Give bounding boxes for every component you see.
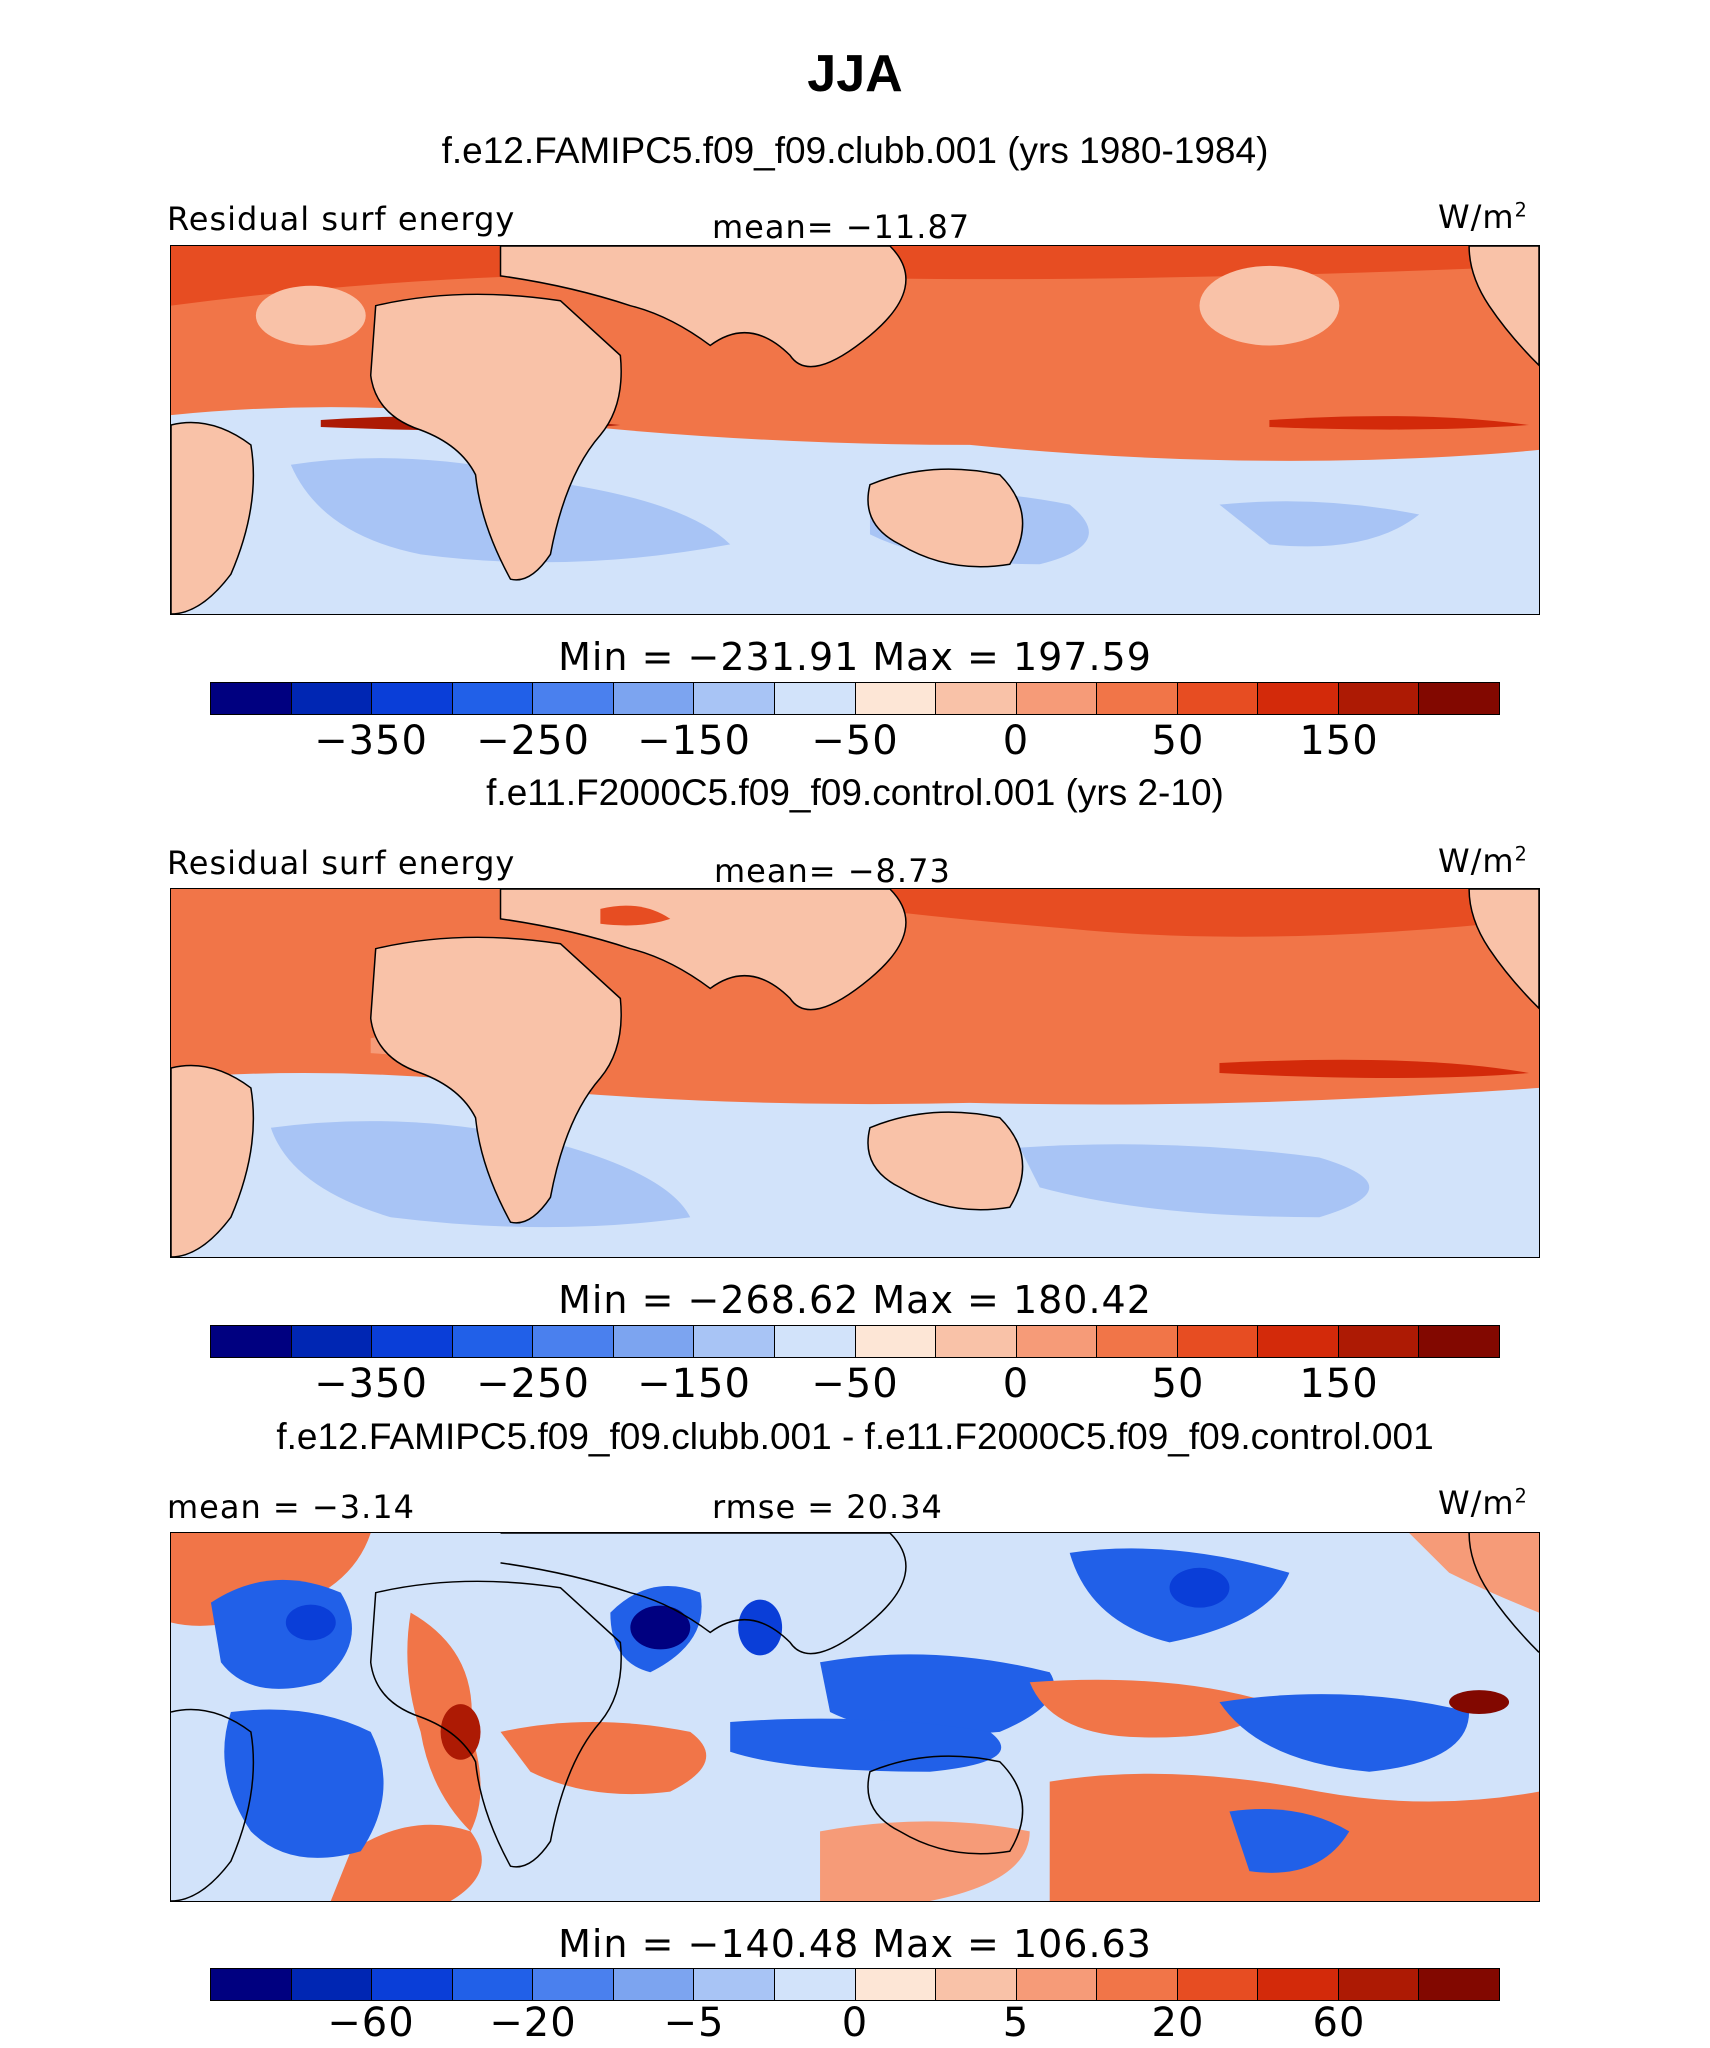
colorbar-tick: 0	[841, 2000, 869, 2046]
colorbar-tick: −50	[811, 1361, 899, 1407]
center-label-1: mean= −11.87	[712, 208, 971, 246]
color-swatch	[452, 683, 534, 714]
center-label-2: mean= −8.73	[714, 852, 951, 890]
colorbar-tick: 20	[1151, 2000, 1205, 2046]
units-label-3: W/m2	[1438, 1484, 1528, 1522]
color-swatch	[774, 1969, 856, 2000]
color-swatch	[1016, 1326, 1098, 1357]
minmax-label-3: Min = −140.48 Max = 106.63	[558, 1922, 1152, 1966]
colorbar-tick: −150	[637, 718, 751, 764]
color-swatch	[1419, 683, 1499, 714]
color-swatch	[533, 1326, 614, 1357]
color-swatch	[774, 683, 856, 714]
colorbar-tick: −250	[476, 1361, 590, 1407]
color-swatch	[855, 683, 937, 714]
minmax-label-2: Min = −268.62 Max = 180.42	[558, 1278, 1152, 1322]
colorbar-tick: 5	[1002, 2000, 1030, 2046]
color-swatch	[1097, 683, 1178, 714]
color-swatch	[211, 683, 292, 714]
units-label-2: W/m2	[1438, 842, 1528, 880]
colorbar-tick: 50	[1151, 1361, 1205, 1407]
colorbar-tick: 60	[1312, 2000, 1366, 2046]
minmax-label-1: Min = −231.91 Max = 197.59	[558, 635, 1152, 679]
case-label-2: f.e11.F2000C5.f09_f09.control.001 (yrs 2…	[486, 772, 1224, 813]
colorbar-tick: −5	[663, 2000, 725, 2046]
color-swatch	[1258, 1969, 1339, 2000]
case-label-3: f.e12.FAMIPC5.f09_f09.clubb.001 - f.e11.…	[276, 1416, 1434, 1457]
color-swatch	[1258, 1326, 1339, 1357]
left-label-1: Residual surf energy	[167, 200, 516, 238]
left-label-2: Residual surf energy	[167, 844, 516, 882]
colorbar-tick: 150	[1299, 1361, 1379, 1407]
units-label-1: W/m2	[1438, 198, 1528, 236]
color-swatch	[1177, 683, 1259, 714]
color-swatch	[1177, 1969, 1259, 2000]
colorbar-tick: 50	[1151, 718, 1205, 764]
color-swatch	[1016, 1969, 1098, 2000]
colorbar-2	[210, 1325, 1500, 1358]
color-swatch	[1338, 1326, 1420, 1357]
colorbar-tick: −60	[327, 2000, 415, 2046]
color-swatch	[372, 1326, 453, 1357]
color-swatch	[936, 1326, 1017, 1357]
colorbar-tick: −250	[476, 718, 590, 764]
color-swatch	[613, 683, 695, 714]
map-panel-3	[170, 1532, 1540, 1902]
colorbar-tick: −350	[314, 718, 428, 764]
colorbar-tick: 150	[1299, 718, 1379, 764]
color-swatch	[936, 683, 1017, 714]
color-swatch	[613, 1326, 695, 1357]
colorbar-tick: 0	[1002, 1361, 1030, 1407]
left-label-3: mean = −3.14	[167, 1488, 415, 1526]
map-panel-2	[170, 888, 1540, 1258]
color-swatch	[291, 1969, 373, 2000]
center-label-3: rmse = 20.34	[712, 1488, 943, 1526]
colorbar-1	[210, 682, 1500, 715]
colorbar-tick: −350	[314, 1361, 428, 1407]
color-swatch	[372, 1969, 453, 2000]
color-swatch	[1258, 683, 1339, 714]
color-swatch	[211, 1326, 292, 1357]
color-swatch	[1016, 683, 1098, 714]
color-swatch	[855, 1326, 937, 1357]
color-swatch	[533, 683, 614, 714]
color-swatch	[533, 1969, 614, 2000]
color-swatch	[694, 683, 775, 714]
color-swatch	[372, 683, 453, 714]
color-swatch	[1338, 683, 1420, 714]
color-swatch	[452, 1326, 534, 1357]
map-panel-1	[170, 245, 1540, 615]
color-swatch	[452, 1969, 534, 2000]
color-swatch	[694, 1326, 775, 1357]
color-swatch	[1419, 1969, 1499, 2000]
color-swatch	[1097, 1326, 1178, 1357]
color-swatch	[1177, 1326, 1259, 1357]
color-swatch	[211, 1969, 292, 2000]
color-swatch	[694, 1969, 775, 2000]
color-swatch	[291, 683, 373, 714]
colorbar-tick: −150	[637, 1361, 751, 1407]
color-swatch	[1097, 1969, 1178, 2000]
colorbar-tick: −50	[811, 718, 899, 764]
color-swatch	[936, 1969, 1017, 2000]
color-swatch	[613, 1969, 695, 2000]
colorbar-tick: −20	[489, 2000, 577, 2046]
colorbar-3	[210, 1968, 1500, 2001]
color-swatch	[1338, 1969, 1420, 2000]
color-swatch	[855, 1969, 937, 2000]
color-swatch	[774, 1326, 856, 1357]
color-swatch	[1419, 1326, 1499, 1357]
colorbar-tick: 0	[1002, 718, 1030, 764]
plot-title: JJA	[807, 45, 903, 103]
case-label-1: f.e12.FAMIPC5.f09_f09.clubb.001 (yrs 198…	[441, 130, 1269, 171]
color-swatch	[291, 1326, 373, 1357]
